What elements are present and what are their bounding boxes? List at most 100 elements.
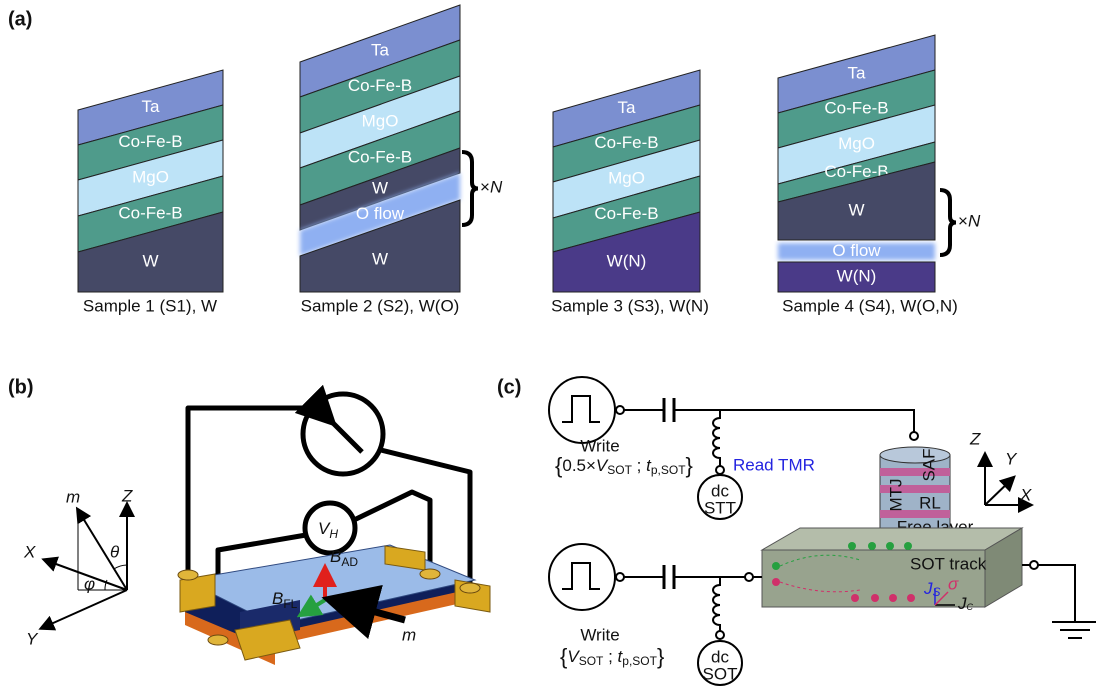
coordinate-axes-part: [113, 564, 128, 570]
layer-label: Co-Fe-B: [118, 203, 182, 222]
label: SAF: [919, 448, 938, 481]
layer-label: W: [372, 249, 388, 268]
label: H: [329, 527, 338, 541]
sot-track-part-part: [772, 578, 780, 586]
label: {0.5×VSOT ; tp,SOT}: [555, 453, 693, 478]
sot-track-part: [779, 581, 861, 593]
sot-track-part: [984, 527, 1023, 608]
layer-label: Co-Fe-B: [594, 204, 658, 223]
sot-track-part-part: [871, 594, 879, 602]
sot-track-part: [1029, 560, 1039, 570]
label: t: [646, 456, 652, 475]
panel-label: (c): [497, 376, 521, 398]
layer-label: W(N): [837, 266, 877, 285]
device-part: [185, 405, 306, 575]
label: J: [923, 579, 933, 598]
panel-b: (b) m Z X Y θ φ VH: [8, 376, 491, 665]
label: B: [272, 589, 283, 608]
layer-label: Co-Fe-B: [594, 133, 658, 152]
label: Read TMR: [733, 455, 815, 474]
label: {: [560, 644, 567, 669]
sample-stack: Ta Co-Fe-B MgO Co-Fe-B W O flow W(N) Sample 4 (…: [777, 34, 981, 315]
layer: [300, 173, 460, 256]
c-axes-part: [984, 475, 1016, 506]
device-part: [294, 384, 364, 454]
sot-track-part-part: [907, 594, 915, 602]
brace: [461, 150, 479, 227]
panel-label: (a): [8, 8, 32, 30]
label: BAD: [330, 547, 358, 569]
label: t: [618, 647, 624, 666]
device-part: [380, 447, 473, 585]
label: STT: [704, 498, 736, 517]
label: J: [957, 594, 967, 613]
layer-label: W: [848, 200, 864, 219]
sot-track-part-part: [904, 542, 912, 550]
device-part: [207, 634, 229, 646]
sot-track-part-part: [848, 542, 856, 550]
label: {VSOT ; tp,SOT}: [560, 644, 664, 669]
label: SOT: [703, 664, 738, 683]
top-circuit-part: [697, 474, 743, 520]
label: }: [657, 644, 664, 669]
label: σ: [948, 574, 959, 593]
label: X: [23, 542, 36, 561]
label: Z: [121, 486, 133, 505]
top-circuit-part: [715, 465, 725, 475]
sot-track-part: [1052, 621, 1096, 639]
brace: [939, 188, 957, 257]
panel-label: (b): [8, 376, 34, 398]
label: Write: [580, 625, 619, 644]
layer-label: MgO: [838, 134, 875, 153]
label: BFL: [272, 589, 298, 611]
label: RL: [919, 493, 941, 512]
layer: [552, 211, 701, 293]
layer-label: Co-Fe-B: [824, 98, 888, 117]
label: FL: [283, 597, 297, 611]
layer-label: W: [372, 178, 388, 197]
repeat-var: N: [490, 178, 503, 197]
c-axes: Z Y X: [969, 429, 1034, 513]
sot-track-part-part: [886, 542, 894, 550]
coordinate-axes-part: [38, 589, 128, 631]
coordinate-axes-part: [104, 579, 108, 591]
layer-label: MgO: [608, 168, 645, 187]
sot-track-part-part: [889, 594, 897, 602]
layer-label: Co-Fe-B: [824, 162, 888, 181]
layer-label: W(N): [607, 251, 647, 270]
label: ;: [603, 647, 617, 666]
layer-label: Ta: [618, 98, 637, 117]
device-part: [352, 489, 433, 572]
device-part: [177, 569, 199, 581]
layer-label: Co-Fe-B: [348, 76, 412, 95]
label: MTJ: [886, 478, 905, 511]
sot-track: SOT track JS JC σ: [760, 527, 1096, 639]
repeat-var: N: [968, 212, 981, 231]
label: 0.5×: [562, 456, 596, 475]
label: m: [66, 487, 80, 506]
sot-track-part: [772, 578, 915, 602]
top-circuit: dc STT Write {0.5×VSOT ; tp,SOT} Read TM…: [548, 376, 919, 520]
layer-label: MgO: [362, 111, 399, 130]
layer-label: O flow: [832, 241, 881, 260]
label: JC: [957, 594, 974, 613]
repeat-label: ×N: [958, 212, 981, 231]
label: Y: [26, 629, 39, 648]
layer: [777, 261, 936, 293]
layer-label: Co-Fe-B: [118, 132, 182, 151]
sot-track-part: [1022, 564, 1076, 622]
device-part: [234, 619, 301, 661]
repeat-label: ×N: [480, 178, 503, 197]
sot-track-part: [934, 591, 949, 606]
label: S: [933, 585, 941, 599]
panel-c: (c) dc STT Write {0.5×VSOT ; tp,SOT} Rea…: [497, 376, 1096, 686]
repeat-times: ×: [480, 178, 490, 197]
sample-caption: Sample 3 (S3), W(N): [551, 296, 709, 315]
label: {: [555, 453, 562, 478]
label: B: [330, 547, 341, 566]
bottom-circuit-part: [697, 640, 743, 686]
layer-label: MgO: [132, 167, 169, 186]
label: }: [686, 453, 693, 478]
bottom-circuit-part: [744, 572, 754, 582]
